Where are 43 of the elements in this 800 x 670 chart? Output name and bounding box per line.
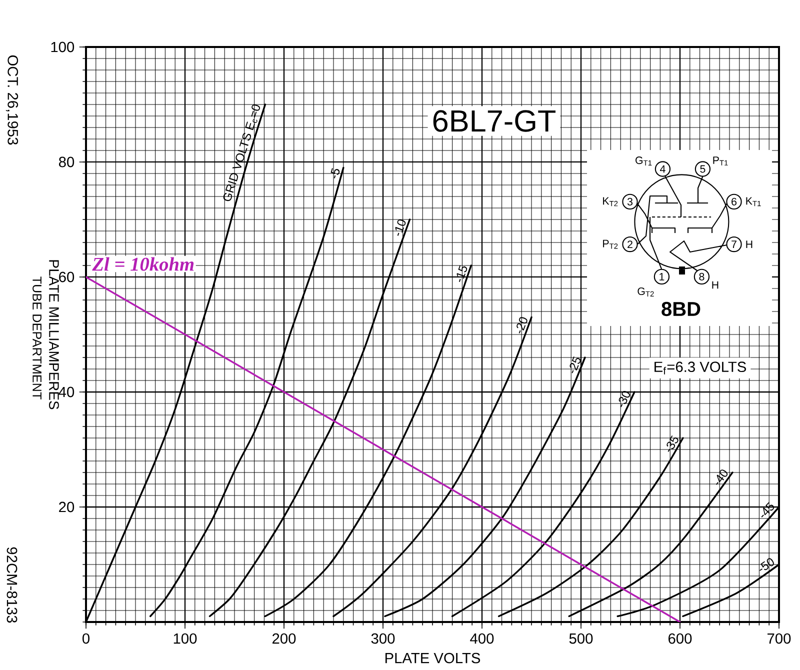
text: TUBE DEPARTMENT <box>32 276 42 400</box>
y-tick-label: 40 <box>58 386 74 398</box>
text: -25 <box>570 356 581 374</box>
annotation: 8BD <box>662 302 700 316</box>
text: -40 <box>716 470 728 485</box>
text: -15 <box>456 265 468 282</box>
series-label: Zl = 10kohm <box>92 257 194 271</box>
annotation: G$_{T1}$ <box>636 156 652 166</box>
x-tick-label: 700 <box>768 633 791 644</box>
y-tick-label: 60 <box>59 272 74 282</box>
y-tick-label: 100 <box>51 42 74 52</box>
annotation: 8 <box>699 272 704 280</box>
annotation: K$_{T2}$ <box>603 197 618 206</box>
annotation: P$_{T2}$ <box>603 240 618 249</box>
text: OCT. 26,1953 <box>6 55 18 145</box>
text: 92CM-8133 <box>6 547 18 623</box>
y-tick-label: 80 <box>58 156 74 168</box>
annotation: 2 <box>628 240 632 248</box>
text: -5 <box>330 168 340 178</box>
x-tick-label: 200 <box>272 633 296 644</box>
annotation: 7 <box>732 240 736 248</box>
annotation: H <box>712 281 718 289</box>
x-tick-label: 400 <box>470 633 494 644</box>
annotation: H <box>746 240 752 248</box>
annotation: K$_{T1}$ <box>746 197 761 206</box>
annotation: G$_{T2}$ <box>638 287 654 296</box>
y-tick-label: 20 <box>59 502 74 512</box>
x-tick-label: 500 <box>569 633 593 644</box>
annotation: P$_{T1}$ <box>713 156 728 166</box>
annotation: E$_{f}$=6.3 VOLTS <box>654 362 746 374</box>
text: -35 <box>666 435 678 452</box>
x-tick-label: 300 <box>371 633 395 644</box>
x-tick-label: 0 <box>82 633 90 644</box>
annotation: 1 <box>660 273 664 280</box>
y-axis-title: PLATE MILLIAMPERES <box>49 260 59 410</box>
text: -10 <box>395 219 406 236</box>
x-tick-label: 100 <box>174 633 197 644</box>
text: -50 <box>760 558 774 571</box>
text: GRID VOLTS E$_{c}$=0 <box>223 104 260 202</box>
text: -20 <box>516 317 528 334</box>
x-axis-title: PLATE VOLTS <box>385 652 480 664</box>
x-tick-label: 600 <box>668 633 692 644</box>
text: 6BL7-GT <box>433 110 556 132</box>
